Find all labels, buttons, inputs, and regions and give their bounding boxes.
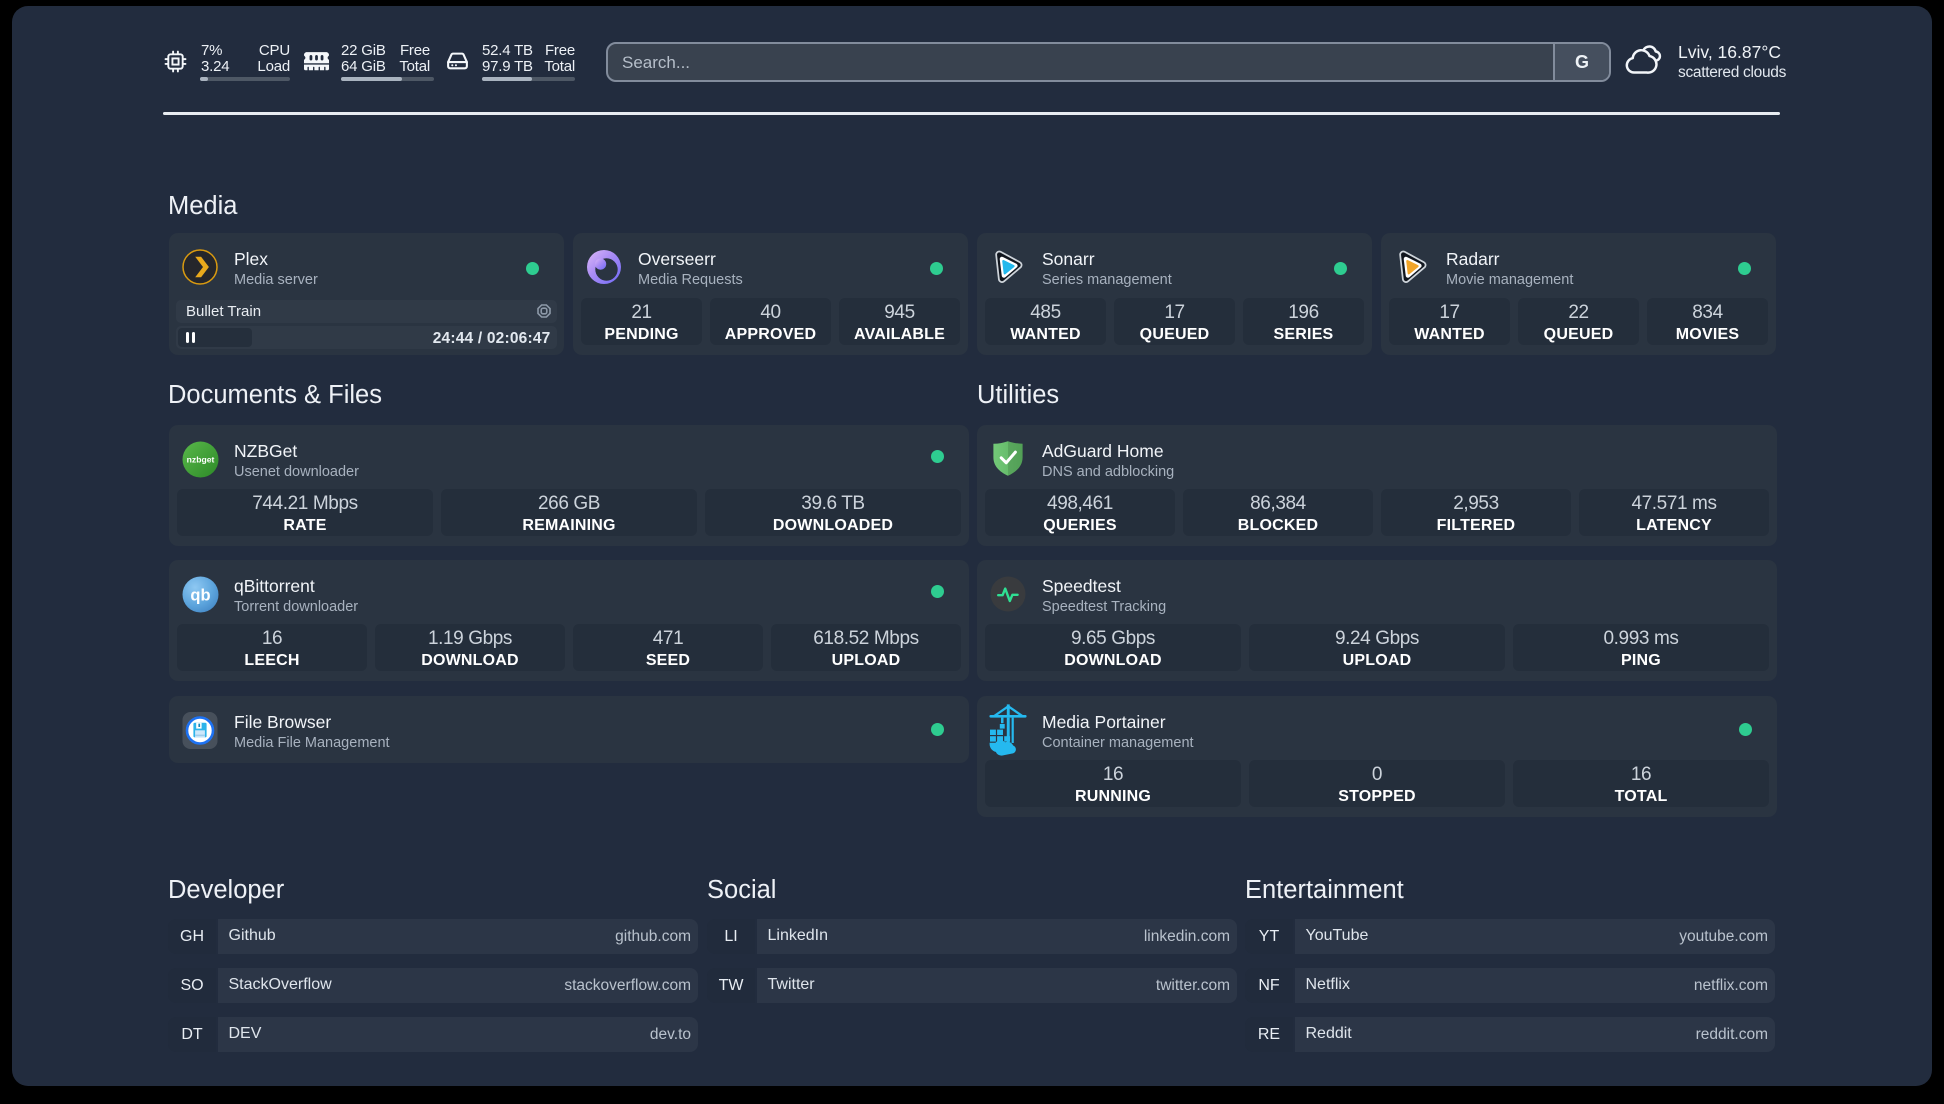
svg-text:nzbget: nzbget: [186, 454, 214, 464]
svg-text:qb: qb: [190, 586, 210, 604]
